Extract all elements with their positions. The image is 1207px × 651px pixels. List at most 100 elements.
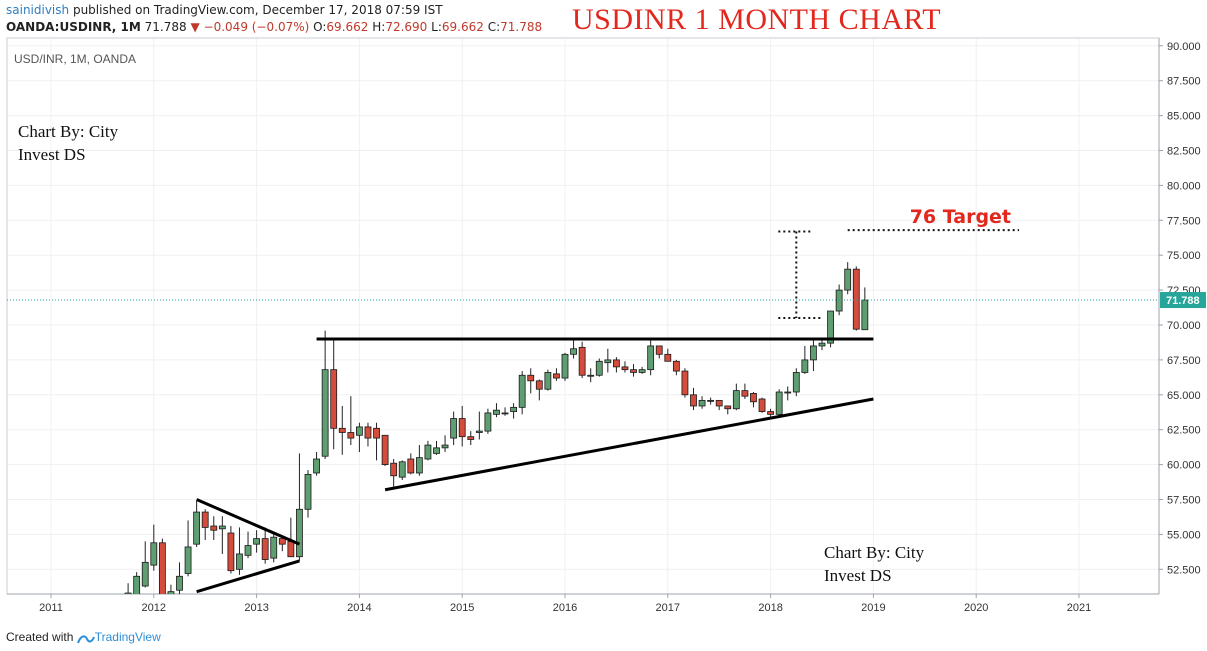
- candle: [424, 440, 432, 461]
- candle: [236, 527, 243, 575]
- candle: [672, 359, 680, 376]
- candle: [655, 345, 663, 359]
- y-tick-label: 82.500: [1167, 146, 1201, 158]
- candle-body-up: [193, 511, 201, 545]
- candle-body-down: [347, 432, 355, 439]
- last-price-value: 71.788: [144, 20, 187, 34]
- candle: [287, 517, 295, 558]
- published-text: published on TradingView.com, December 1…: [72, 3, 443, 17]
- x-tick-label: 2019: [861, 602, 885, 614]
- candle-body-down: [467, 436, 475, 440]
- candle: [184, 520, 192, 577]
- candle-body-down: [715, 399, 723, 407]
- candle: [484, 408, 492, 434]
- candle-body-up: [415, 457, 423, 474]
- candle: [510, 403, 518, 419]
- candle: [553, 368, 560, 381]
- candle-body-down: [690, 394, 697, 407]
- x-tick-label: 2016: [553, 602, 577, 614]
- candle: [792, 368, 800, 397]
- candle-body-up: [784, 391, 792, 394]
- candle-body-up: [133, 575, 141, 594]
- x-tick-label: 2013: [244, 602, 268, 614]
- candle-body-up: [167, 591, 175, 594]
- symbol-label: OANDA:USDINR, 1M: [6, 20, 141, 34]
- candle-body-up: [818, 342, 826, 347]
- candle: [750, 392, 757, 408]
- candle: [467, 431, 475, 446]
- candle: [715, 399, 723, 411]
- candle-body-up: [270, 536, 278, 559]
- candle: [664, 348, 672, 362]
- candle: [604, 348, 612, 373]
- candle: [630, 364, 637, 377]
- candle: [732, 383, 740, 411]
- candle-body-down: [741, 390, 749, 397]
- candle: [415, 445, 423, 476]
- candle-body-up: [450, 418, 458, 439]
- x-tick-label: 2015: [450, 602, 474, 614]
- credit-bottom-line2: Invest DS: [824, 566, 892, 585]
- candle-body-up: [518, 374, 526, 408]
- candle-body-down: [578, 346, 586, 376]
- candle-body-down: [621, 366, 629, 371]
- candle-body-down: [227, 532, 235, 572]
- x-tick-label: 2011: [39, 602, 63, 614]
- candle: [527, 368, 535, 394]
- tradingview-logo-icon[interactable]: [76, 633, 95, 644]
- candle-body-down: [750, 393, 757, 403]
- candle: [330, 340, 338, 450]
- candle-body-up: [835, 289, 843, 312]
- open-value: 69.662: [326, 20, 369, 34]
- candle: [441, 435, 449, 453]
- candle-body-down: [364, 426, 372, 439]
- y-tick-label: 67.500: [1167, 355, 1201, 367]
- x-tick-label: 2018: [758, 602, 782, 614]
- candle-body-down: [535, 380, 543, 390]
- candle-body-up: [475, 430, 483, 433]
- candle-body-up: [510, 406, 518, 412]
- y-tick-label: 80.000: [1167, 180, 1201, 192]
- candle-body-up: [321, 369, 329, 457]
- candle: [775, 389, 783, 416]
- candle: [261, 527, 269, 564]
- candles: [124, 262, 869, 594]
- candle: [338, 405, 346, 455]
- candle: [304, 470, 312, 518]
- tradingview-brand[interactable]: TradingView: [94, 630, 161, 644]
- candle: [381, 434, 389, 466]
- candle: [398, 460, 406, 480]
- candle-body-up: [304, 473, 312, 510]
- candle-body-down: [758, 398, 766, 412]
- x-tick-label: 2020: [964, 602, 988, 614]
- candle-body-up: [236, 553, 243, 570]
- candle-body-down: [373, 427, 380, 439]
- candle-body-down: [330, 369, 338, 429]
- candle: [150, 524, 158, 571]
- y-tick-label: 85.000: [1167, 111, 1201, 123]
- low-value: 69.662: [441, 20, 484, 34]
- candle-body-up: [184, 546, 192, 574]
- credit-top-line2: Invest DS: [18, 145, 86, 164]
- candle-body-up: [441, 444, 449, 449]
- candle-body-up: [484, 412, 492, 432]
- candle-body-down: [527, 374, 535, 382]
- candle-body-down: [201, 511, 209, 528]
- candle: [244, 531, 252, 559]
- candle-body-down: [767, 411, 774, 415]
- candle-body-up: [355, 426, 363, 436]
- candle: [801, 345, 809, 374]
- author-name[interactable]: sainidivish: [6, 3, 70, 17]
- credit-top-line1: Chart By: City: [18, 122, 119, 141]
- candle-body-down: [338, 427, 346, 433]
- candle-body-up: [732, 390, 740, 410]
- candle: [810, 337, 817, 372]
- candle-body-up: [313, 458, 320, 474]
- candle-body-up: [561, 353, 569, 379]
- candle: [433, 440, 440, 455]
- candle-body-up: [570, 348, 577, 355]
- candle-body-up: [501, 412, 509, 415]
- candle-body-up: [638, 369, 646, 373]
- high-label: H:: [372, 20, 386, 34]
